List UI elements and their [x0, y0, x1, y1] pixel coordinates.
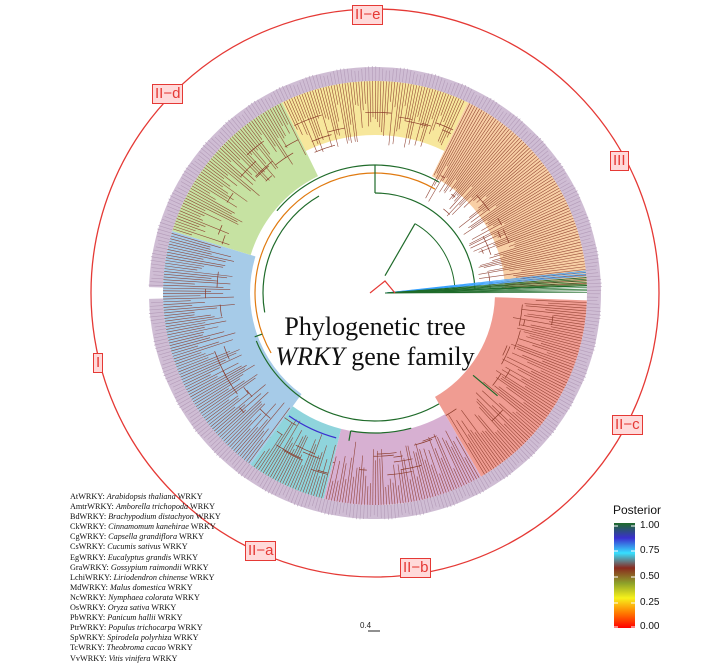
- colorbar-tick-label: 0.50: [640, 571, 659, 582]
- species-row: PtrWRKY: Populus trichocarpa WRKY: [70, 623, 221, 633]
- species-row: PbWRKY: Panicum hallii WRKY: [70, 613, 221, 623]
- species-row: GraWRKY: Gossypium raimondii WRKY: [70, 563, 221, 573]
- colorbar-title: Posterior: [613, 503, 661, 517]
- clade-label-ii-c: II−c: [612, 415, 643, 435]
- center-title-suffix: gene family: [351, 342, 474, 371]
- center-title-line-1: Phylogenetic tree: [250, 312, 500, 342]
- species-row: CsWRKY: Cucumis sativus WRKY: [70, 542, 221, 552]
- posterior-colorbar: [614, 523, 635, 628]
- species-row: SpWRKY: Spirodela polyrhiza WRKY: [70, 633, 221, 643]
- clade-label-ii-a: II−a: [245, 541, 276, 561]
- species-row: EgWRKY: Eucalyptus grandis WRKY: [70, 553, 221, 563]
- clade-label-ii-d: II−d: [152, 84, 183, 104]
- colorbar-tick-label: 1.00: [640, 520, 659, 531]
- species-legend: AtWRKY: Arabidopsis thaliana WRKY AmtrWR…: [70, 492, 221, 664]
- species-row: AmtrWRKY: Amborella trichopoda WRKY: [70, 502, 221, 512]
- species-row: OsWRKY: Oryza sativa WRKY: [70, 603, 221, 613]
- species-row: MdWRKY: Malus domestica WRKY: [70, 583, 221, 593]
- clade-label-ii-e: II−e: [352, 5, 383, 25]
- clade-label-ii-b: II−b: [400, 558, 431, 578]
- clade-label-iii: III: [610, 151, 629, 171]
- center-title-line-2: WRKY gene family: [250, 342, 500, 372]
- species-row: TcWRKY: Theobroma cacao WRKY: [70, 643, 221, 653]
- scale-bar-label: 0.4: [360, 621, 371, 630]
- species-row: VvWRKY: Vitis vinifera WRKY: [70, 654, 221, 664]
- species-row: LchiWRKY: Liriodendron chinense WRKY: [70, 573, 221, 583]
- species-row: AtWRKY: Arabidopsis thaliana WRKY: [70, 492, 221, 502]
- clade-sectors: [163, 81, 587, 505]
- colorbar-tick-label: 0.25: [640, 597, 659, 608]
- species-row: BdWRKY: Brachypodium distachyon WRKY: [70, 512, 221, 522]
- clade-label-i: I: [93, 353, 103, 373]
- colorbar-tick-label: 0.00: [640, 621, 659, 632]
- center-title-gene: WRKY: [275, 342, 344, 371]
- colorbar-tick-label: 0.75: [640, 545, 659, 556]
- species-row: CgWRKY: Capsella grandiflora WRKY: [70, 532, 221, 542]
- species-row: CkWRKY: Cinnamomum kanehirae WRKY: [70, 522, 221, 532]
- species-row: NcWRKY: Nymphaea colorata WRKY: [70, 593, 221, 603]
